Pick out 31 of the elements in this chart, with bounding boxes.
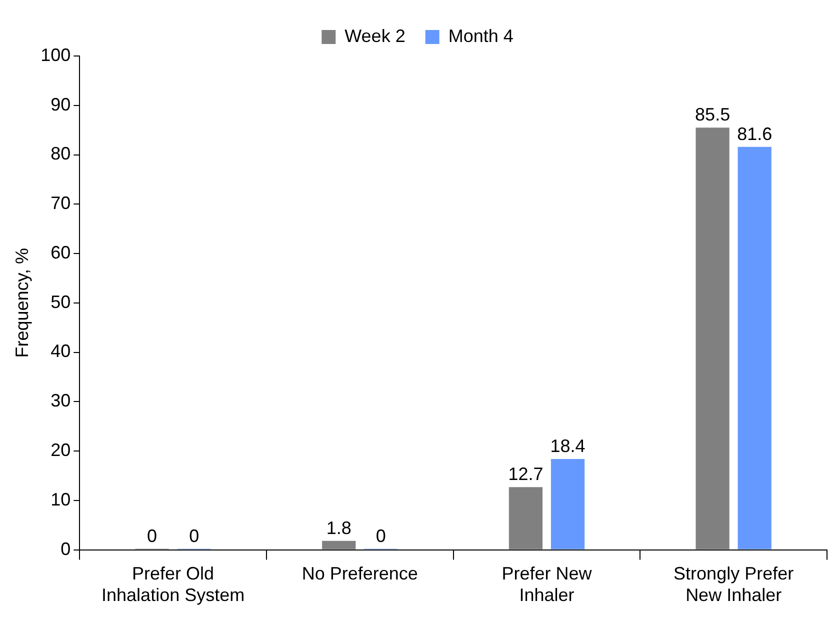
y-axis-title: Frequency, % — [12, 248, 32, 358]
data-label: 12.7 — [508, 464, 544, 484]
bar — [738, 146, 772, 550]
y-tick-label: 70 — [50, 193, 71, 214]
y-tick-label: 40 — [50, 341, 71, 362]
y-tick-label: 100 — [40, 44, 71, 65]
x-tick-label: Prefer New Inhaler — [502, 564, 593, 606]
data-label: 18.4 — [550, 436, 586, 456]
x-tick-label: Strongly Prefer New Inhaler — [674, 564, 794, 606]
data-label: 0 — [147, 526, 158, 546]
data-label: 0 — [376, 526, 386, 546]
data-label: 81.6 — [737, 124, 772, 144]
x-tick-label: Prefer Old Inhalation System — [102, 564, 245, 606]
legend-label: Month 4 — [448, 26, 514, 46]
y-tick-label: 0 — [60, 538, 71, 559]
bar — [322, 540, 356, 550]
y-tick-label: 50 — [50, 292, 71, 312]
y-tick-label: 10 — [50, 489, 71, 510]
y-tick-label: 60 — [50, 242, 71, 262]
bar — [508, 487, 543, 550]
y-tick-label: 20 — [50, 440, 71, 460]
data-label: 0 — [189, 526, 200, 546]
data-label: 1.8 — [326, 518, 352, 538]
y-tick-label: 80 — [50, 144, 71, 164]
y-tick-label: 90 — [50, 94, 71, 114]
y-tick-label: 30 — [50, 390, 71, 411]
legend-label: Week 2 — [344, 26, 406, 46]
bar — [696, 128, 730, 550]
x-tick-label: No Preference — [302, 564, 418, 584]
data-label: 85.5 — [695, 104, 730, 125]
bar — [550, 458, 585, 550]
